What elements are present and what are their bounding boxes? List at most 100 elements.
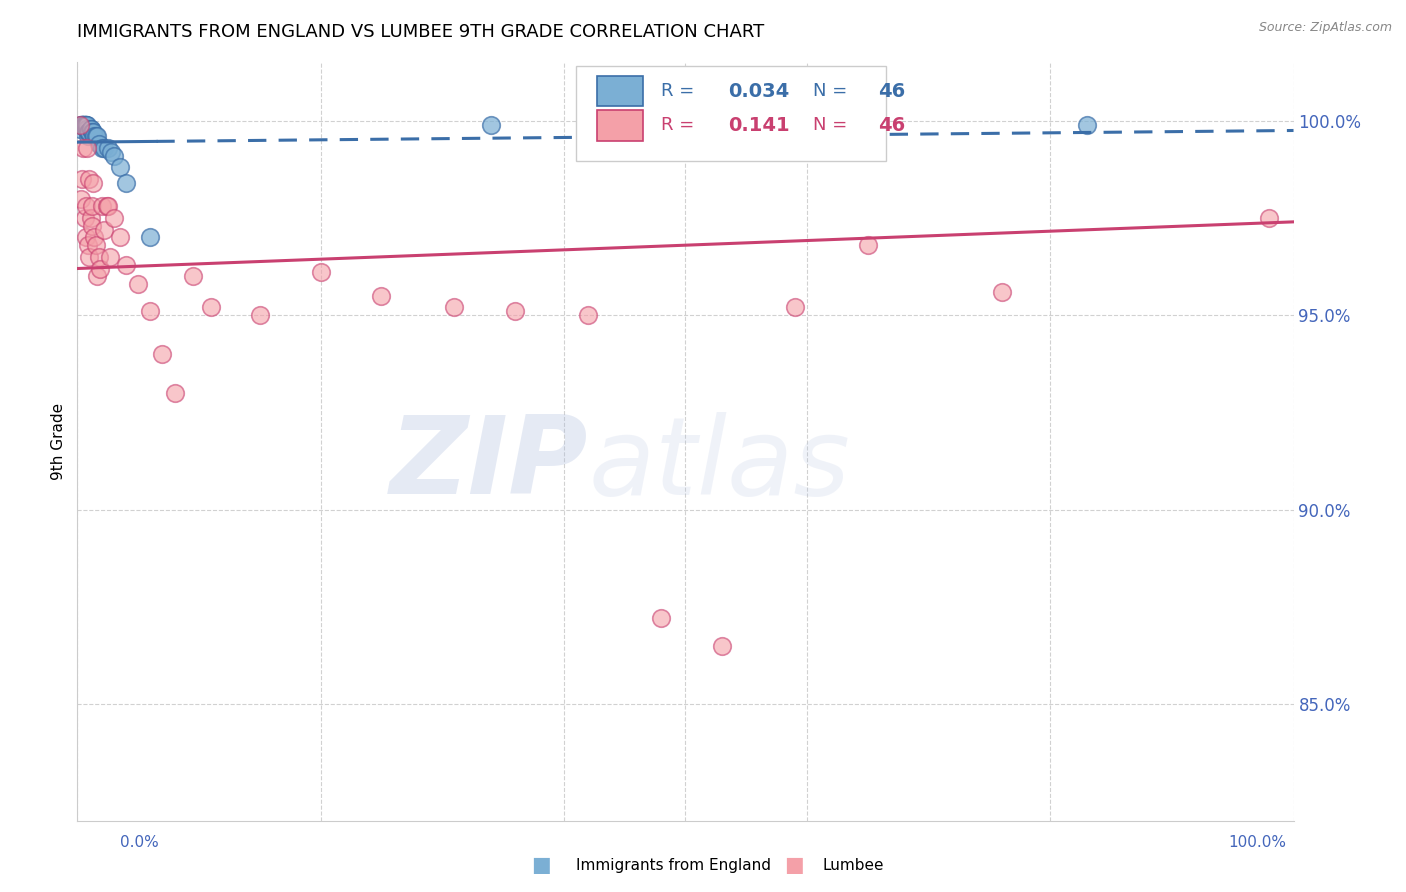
Point — [93, 222, 115, 236]
Point — [82, 176, 104, 190]
Point — [80, 121, 103, 136]
Point — [73, 211, 96, 225]
Point — [75, 118, 97, 132]
Point — [108, 161, 131, 175]
Point — [76, 121, 98, 136]
Point — [80, 125, 103, 139]
Text: IMMIGRANTS FROM ENGLAND VS LUMBEE 9TH GRADE CORRELATION CHART: IMMIGRANTS FROM ENGLAND VS LUMBEE 9TH GR… — [77, 23, 765, 41]
Text: 46: 46 — [877, 82, 905, 101]
Point — [77, 125, 100, 139]
Point — [75, 118, 97, 132]
Text: ■: ■ — [531, 855, 551, 875]
Point — [84, 238, 107, 252]
Point — [70, 118, 93, 132]
Point — [503, 304, 526, 318]
Text: atlas: atlas — [588, 412, 851, 516]
Text: N =: N = — [813, 82, 853, 100]
Text: Immigrants from England: Immigrants from England — [576, 858, 772, 872]
Text: Lumbee: Lumbee — [823, 858, 884, 872]
Point — [80, 219, 103, 233]
Point — [98, 250, 121, 264]
Point — [115, 258, 138, 272]
Point — [70, 118, 93, 132]
Y-axis label: 9th Grade: 9th Grade — [51, 403, 66, 480]
Point — [72, 118, 94, 132]
Point — [79, 125, 101, 139]
Point — [79, 172, 101, 186]
Point — [70, 118, 93, 132]
Point — [443, 301, 465, 315]
Point — [73, 118, 96, 132]
Bar — [596, 111, 643, 141]
Text: 0.034: 0.034 — [728, 82, 789, 101]
Point — [83, 129, 105, 144]
Point — [97, 141, 120, 155]
Point — [90, 199, 112, 213]
Point — [990, 285, 1012, 299]
Point — [710, 118, 733, 132]
Point — [103, 211, 125, 225]
Point — [70, 118, 93, 132]
Point — [97, 199, 120, 213]
Point — [139, 230, 162, 244]
Point — [200, 301, 222, 315]
Point — [576, 308, 599, 322]
Point — [72, 118, 94, 132]
Point — [650, 611, 672, 625]
Point — [69, 121, 91, 136]
Point — [139, 304, 162, 318]
Point — [80, 121, 103, 136]
Point — [93, 141, 115, 155]
Point — [783, 301, 806, 315]
Text: 0.141: 0.141 — [728, 116, 790, 135]
Point — [70, 172, 93, 186]
Point — [77, 238, 100, 252]
Point — [70, 192, 93, 206]
Point — [1258, 211, 1281, 225]
Text: N =: N = — [813, 116, 853, 135]
Point — [72, 118, 94, 132]
Point — [73, 118, 96, 132]
Point — [163, 386, 186, 401]
Point — [181, 269, 204, 284]
Point — [83, 230, 105, 244]
Text: 100.0%: 100.0% — [1229, 836, 1286, 850]
Point — [370, 289, 392, 303]
Point — [70, 118, 93, 132]
Point — [856, 238, 879, 252]
Bar — [596, 76, 643, 106]
Point — [76, 121, 98, 136]
Point — [72, 141, 94, 155]
Text: Source: ZipAtlas.com: Source: ZipAtlas.com — [1258, 21, 1392, 35]
Point — [479, 118, 502, 132]
FancyBboxPatch shape — [576, 66, 886, 161]
Point — [79, 250, 101, 264]
Point — [72, 118, 94, 132]
Point — [77, 129, 100, 144]
Text: R =: R = — [661, 116, 700, 135]
Text: ZIP: ZIP — [389, 411, 588, 517]
Point — [309, 265, 332, 279]
Text: R =: R = — [661, 82, 700, 100]
Point — [76, 121, 98, 136]
Text: 0.0%: 0.0% — [120, 836, 159, 850]
Point — [75, 230, 97, 244]
Point — [75, 118, 97, 132]
Point — [96, 199, 118, 213]
Point — [90, 141, 112, 155]
Point — [79, 125, 101, 139]
Point — [86, 129, 108, 144]
Text: ■: ■ — [785, 855, 804, 875]
Point — [100, 145, 122, 159]
Point — [89, 261, 111, 276]
Point — [103, 149, 125, 163]
Point — [1076, 118, 1098, 132]
Text: 46: 46 — [877, 116, 905, 135]
Point — [69, 118, 91, 132]
Point — [80, 211, 103, 225]
Point — [73, 118, 96, 132]
Point — [89, 137, 111, 152]
Point — [73, 118, 96, 132]
Point — [710, 639, 733, 653]
Point — [80, 199, 103, 213]
